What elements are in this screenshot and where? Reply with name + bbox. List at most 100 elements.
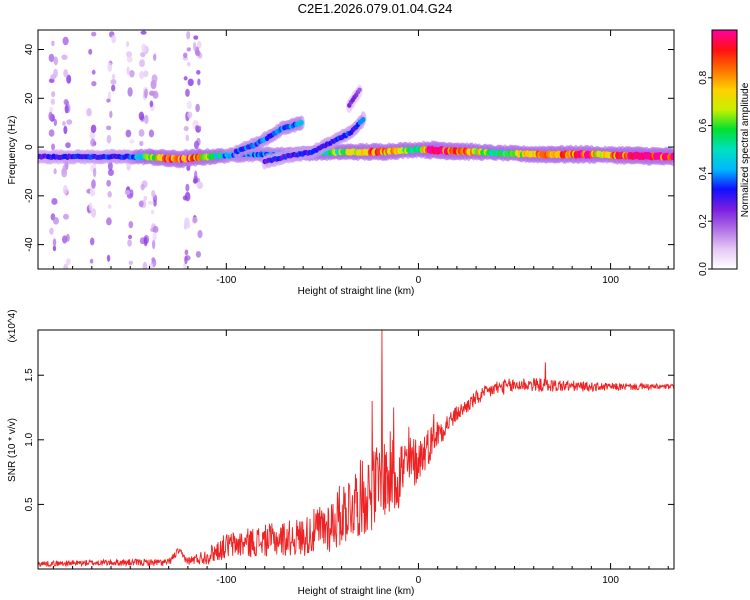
spectrogram-noise-speck	[90, 186, 94, 197]
spectrogram-noise-speck	[151, 74, 158, 84]
spectrogram-noise-speck	[126, 56, 133, 63]
spectrogram-noise-speck	[53, 217, 59, 225]
spectrogram-ridge-cell	[299, 119, 304, 126]
spectrogram-noise-speck	[125, 129, 132, 138]
spectrogram-noise-speck	[140, 51, 146, 58]
spectrogram-noise-speck	[138, 111, 145, 121]
spectrogram-noise-speck	[51, 143, 56, 151]
snr-y-tick-label: 1.5	[24, 368, 35, 382]
spectrogram-noise-speck	[66, 74, 72, 84]
spectrogram-noise-speck	[140, 183, 145, 191]
spectrogram-noise-speck	[107, 204, 112, 209]
spectrogram-y-axis-label: Frequency (Hz)	[7, 116, 18, 185]
spectrogram-noise-speck	[51, 91, 56, 98]
spectrogram-ridge-cell	[670, 152, 674, 161]
spectrogram-x-tick-label: -100	[216, 275, 236, 286]
spectrogram-noise-speck	[91, 179, 96, 189]
spectrogram-noise-speck	[141, 43, 147, 53]
snr-axis-ticks: -100 0 100 0.5 1.0 1.5	[24, 330, 674, 586]
spectrogram-noise-speck	[51, 197, 58, 205]
spectrogram-ridge-cell	[357, 87, 362, 93]
snr-frame	[37, 329, 675, 570]
spectrogram-noise-speck	[153, 53, 157, 62]
spectrogram-noise-speck	[184, 191, 191, 202]
colorbar-tick-label: 0.6	[698, 118, 709, 132]
spectrogram-noise-speck	[64, 104, 69, 114]
spectrogram-noise-speck	[48, 129, 55, 137]
spectrogram-noise-speck	[90, 124, 97, 134]
spectrogram-noise-speck	[53, 56, 59, 66]
spectrogram-noise-speck	[143, 70, 149, 78]
chart-title: C2E1.2026.079.01.04.G24	[297, 1, 453, 16]
spectrogram-ridge-cell	[361, 116, 366, 123]
spectrogram-ridges	[38, 84, 674, 170]
spectrogram-noise-speck	[89, 237, 95, 246]
spectrogram-noise-speck	[192, 178, 198, 184]
spectrogram-noise-speck	[50, 98, 55, 105]
colorbar-tick-label: 0.8	[698, 70, 709, 84]
spectrogram-noise-speck	[147, 200, 154, 205]
spectrogram-noise-speck	[107, 191, 112, 198]
spectrogram-noise-speck	[195, 125, 200, 131]
snr-series-line	[38, 330, 674, 568]
spectrogram-noise-speck	[110, 78, 117, 85]
spectrogram-noise-speck	[92, 167, 97, 178]
spectrogram-noise-speck	[138, 129, 145, 137]
spectrogram-noise-speck	[89, 258, 94, 264]
spectrogram-noise-speck	[62, 121, 66, 126]
spectrogram-noise-speck	[91, 31, 97, 37]
spectrogram-noise-speck	[152, 239, 156, 250]
spectrogram-noise-speck	[196, 70, 201, 75]
spectrogram-noise-speck	[65, 142, 71, 149]
spectrogram-noise-speck	[184, 249, 189, 256]
spectrogram-x-tick-label: 0	[416, 275, 422, 286]
spectrogram-noise-speck	[195, 251, 202, 258]
spectrogram-y-tick-label: 40	[24, 44, 35, 56]
spectrogram-noise-speck	[139, 70, 145, 80]
spectrogram-noise-speck	[107, 62, 113, 72]
spectrogram-noise-speck	[150, 209, 155, 215]
spectrogram-noise-speck	[186, 100, 192, 110]
spectrogram-noise-speck	[183, 52, 188, 59]
spectrogram-noise-speck	[187, 78, 194, 87]
spectrogram-noise-speck	[129, 69, 135, 78]
spectrogram-y-tick-label: -40	[24, 237, 35, 252]
spectrogram-noise-speck	[109, 110, 113, 119]
spectrogram-noise-speck	[128, 221, 134, 229]
spectrogram-noise-speck	[106, 98, 111, 103]
spectrogram-noise-speck	[126, 51, 133, 58]
spectrogram-noise-speck	[63, 125, 68, 135]
spectrogram-noise-speck	[106, 125, 112, 131]
spectrogram-noise-speck	[124, 189, 131, 196]
spectrogram-noise-speck	[126, 66, 130, 76]
spectrogram-noise-speck	[63, 99, 69, 106]
snr-y-multiplier: (x10^4)	[7, 309, 18, 342]
spectrogram-noise-speck	[186, 47, 192, 52]
spectrogram-noise-speck	[140, 30, 147, 35]
spectrogram-noise-speck	[152, 232, 157, 242]
spectrogram-noise-speck	[90, 208, 97, 218]
snr-plot-area	[38, 330, 674, 569]
colorbar: 0.0 0.2 0.4 0.6 0.8 Normalized spectral ampl…	[698, 29, 750, 276]
spectrogram-noise-speck	[128, 234, 133, 240]
spectrogram-noise-speck	[183, 126, 189, 132]
snr-y-tick-label: 0.5	[24, 497, 35, 511]
spectrogram-noise-speck	[52, 245, 57, 252]
spectrogram-noise-speck	[148, 129, 155, 138]
spectrogram-noise-speck	[185, 88, 190, 97]
spectrogram-noise-speck	[86, 107, 92, 117]
spectrogram-noise-speck	[139, 59, 146, 68]
snr-x-tick-label: -100	[216, 575, 236, 586]
spectrogram-noise-speck	[187, 111, 193, 119]
spectrogram-noise-speck	[185, 134, 190, 142]
spectrogram-noise-speck	[106, 217, 112, 226]
spectrogram-noise-speck	[53, 118, 58, 127]
spectrogram-panel: -100 0 100 -40 -20 0 20 40 Height of straight l…	[7, 29, 675, 297]
spectrogram-noise-speck	[193, 140, 200, 150]
spectrogram-noise-speck	[148, 262, 154, 269]
spectrogram-y-tick-label: 20	[24, 92, 35, 104]
spectrogram-noise-speck	[186, 31, 191, 40]
spectrogram-noise-speck	[106, 179, 111, 187]
spectrogram-noise-speck	[51, 40, 55, 47]
spectrogram-axis-ticks: -100 0 100 -40 -20 0 20 40	[24, 30, 674, 286]
